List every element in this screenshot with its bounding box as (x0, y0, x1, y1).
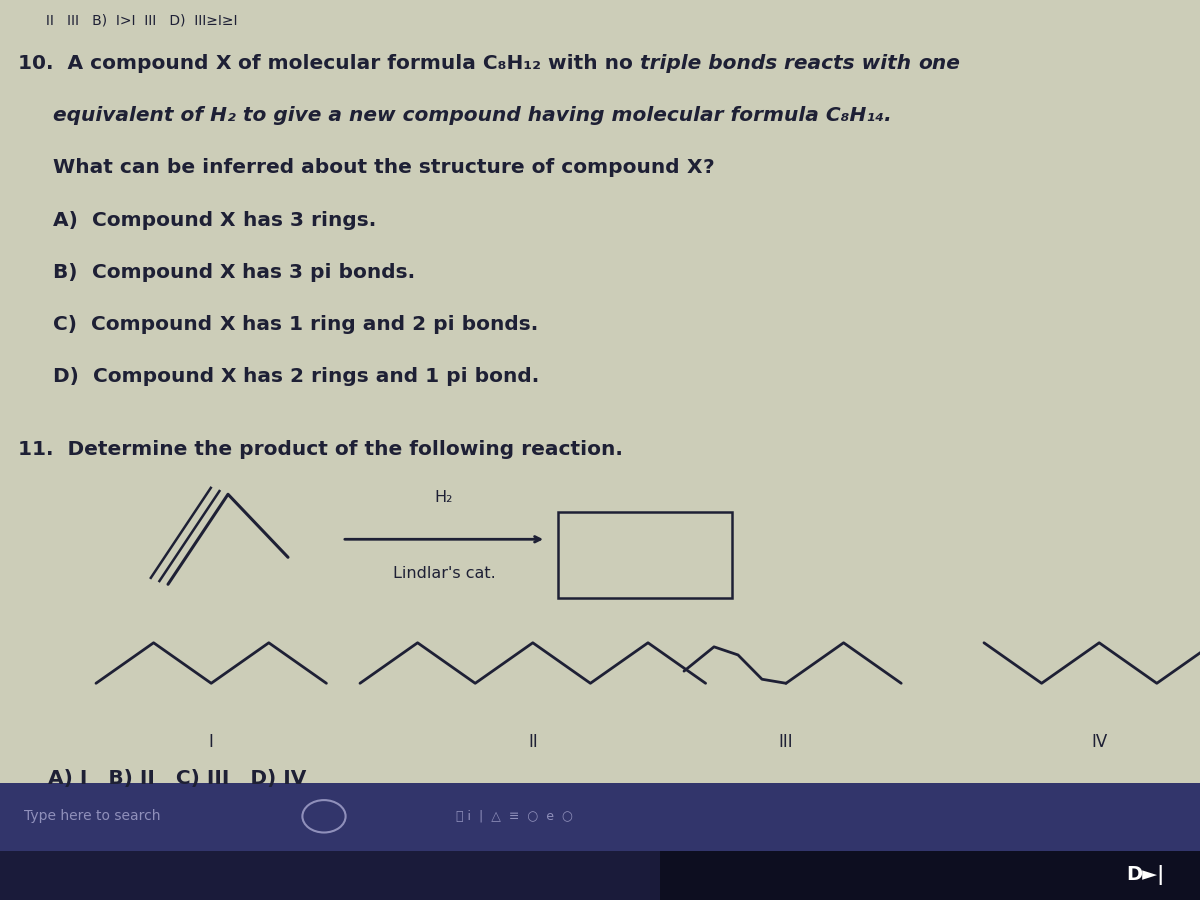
Text: ?: ? (702, 158, 714, 177)
Text: triple bonds: triple bonds (640, 54, 778, 73)
Text: has 1 ring and 2 pi bonds.: has 1 ring and 2 pi bonds. (235, 315, 538, 334)
Text: X: X (220, 263, 235, 282)
Text: X: X (220, 315, 235, 334)
Text: II   III   B)  I>I  III   D)  III≥I≥I: II III B) I>I III D) III≥I≥I (24, 14, 238, 28)
Text: 11.  Determine the product of the following reaction.: 11. Determine the product of the followi… (18, 440, 623, 459)
Bar (558, 512, 732, 598)
Text: has 3 rings.: has 3 rings. (235, 211, 376, 230)
Text: X: X (686, 158, 702, 177)
Text: 10.  A compound: 10. A compound (18, 54, 216, 73)
Text: of molecular formula C₈H₁₂ with no: of molecular formula C₈H₁₂ with no (230, 54, 640, 73)
Text: X: X (216, 54, 230, 73)
Text: III: III (779, 733, 793, 751)
Text: A) I   B) II   C) III   D) IV: A) I B) II C) III D) IV (48, 769, 306, 788)
Bar (0, 783, 1200, 850)
Text: Compound: Compound (92, 367, 221, 386)
Text: Compound: Compound (92, 211, 220, 230)
Text: Lindlar's cat.: Lindlar's cat. (392, 566, 496, 581)
Text: D►|: D►| (1126, 865, 1164, 885)
Text: Compound: Compound (91, 315, 220, 334)
Text: has 3 pi bonds.: has 3 pi bonds. (235, 263, 415, 282)
Text: A): A) (18, 211, 92, 230)
Text: equivalent of H₂ to give a new compound having molecular formula C₈H₁₄.: equivalent of H₂ to give a new compound … (18, 106, 892, 125)
Text: B): B) (18, 263, 91, 282)
Text: has 2 rings and 1 pi bond.: has 2 rings and 1 pi bond. (236, 367, 540, 386)
Text: I: I (209, 733, 214, 751)
Text: one: one (918, 54, 960, 73)
Bar (0, 850, 1200, 900)
Text: Type here to search: Type here to search (24, 809, 161, 824)
Text: C): C) (18, 315, 91, 334)
Text: D): D) (18, 367, 92, 386)
Bar (660, 850, 1200, 900)
Text: 目 i  |  △  ≡  ○  e  ○: 目 i | △ ≡ ○ e ○ (456, 810, 572, 823)
Text: Compound: Compound (91, 263, 220, 282)
Text: H₂: H₂ (434, 491, 454, 505)
Text: reacts with: reacts with (778, 54, 918, 73)
Text: X: X (220, 211, 235, 230)
Text: II: II (528, 733, 538, 751)
Text: X: X (221, 367, 236, 386)
Text: IV: IV (1091, 733, 1108, 751)
Text: What can be inferred about the structure of compound: What can be inferred about the structure… (18, 158, 686, 177)
